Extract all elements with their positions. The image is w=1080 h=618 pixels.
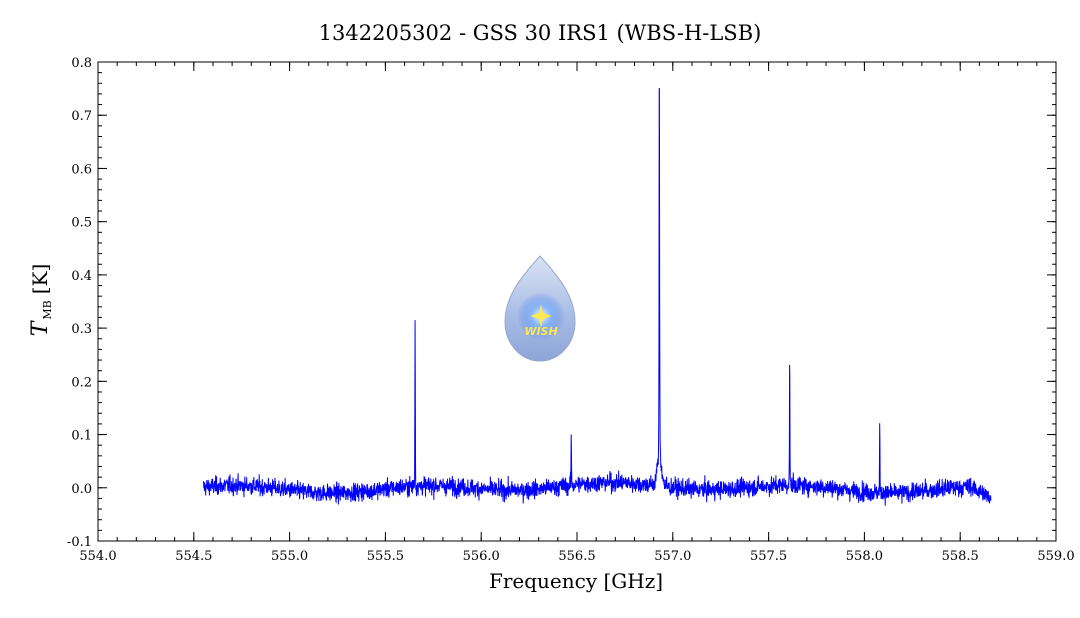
y-tick-label: 0.6 <box>71 162 92 177</box>
chart-title: 1342205302 - GSS 30 IRS1 (WBS-H-LSB) <box>319 21 762 45</box>
spectrum-series-line <box>202 88 992 506</box>
y-tick-label: 0.5 <box>71 216 92 231</box>
wish-logo-star-icon <box>530 304 552 328</box>
x-tick-label: 559.0 <box>1037 549 1074 564</box>
x-tick-label: 558.0 <box>846 549 883 564</box>
wish-logo-text: WISH <box>524 325 557 338</box>
y-axis: -0.1 0.0 0.1 0.2 0.3 0.4 0.5 0.6 0.7 0.8 <box>67 56 1056 550</box>
x-axis: 554.0 554.5 555.0 555.5 556.0 556.5 557.0 557.5… <box>79 62 1075 564</box>
x-tick-label: 554.0 <box>79 549 116 564</box>
x-tick-label: 555.0 <box>271 549 308 564</box>
y-tick-label: 0.0 <box>71 482 92 497</box>
y-tick-label: 0.4 <box>71 269 92 284</box>
x-tick-label: 555.5 <box>367 549 404 564</box>
y-tick-label: 0.2 <box>71 375 92 390</box>
x-axis-label: Frequency [GHz] <box>489 569 663 593</box>
x-tick-label: 558.5 <box>942 549 979 564</box>
x-tick-label: 557.5 <box>750 549 787 564</box>
plot-frame <box>97 61 1057 542</box>
wish-logo: WISH <box>504 255 576 362</box>
x-tick-label: 557.0 <box>654 549 691 564</box>
y-tick-label: 0.8 <box>71 56 92 71</box>
y-axis-label: TMB[K] <box>28 264 54 337</box>
x-tick-label: 556.0 <box>463 549 500 564</box>
y-tick-label: 0.1 <box>71 429 92 444</box>
x-tick-label: 556.5 <box>558 549 595 564</box>
y-tick-label: 0.7 <box>71 109 92 124</box>
y-tick-label: -0.1 <box>67 535 92 550</box>
y-tick-label: 0.3 <box>71 322 92 337</box>
x-tick-label: 554.5 <box>175 549 212 564</box>
